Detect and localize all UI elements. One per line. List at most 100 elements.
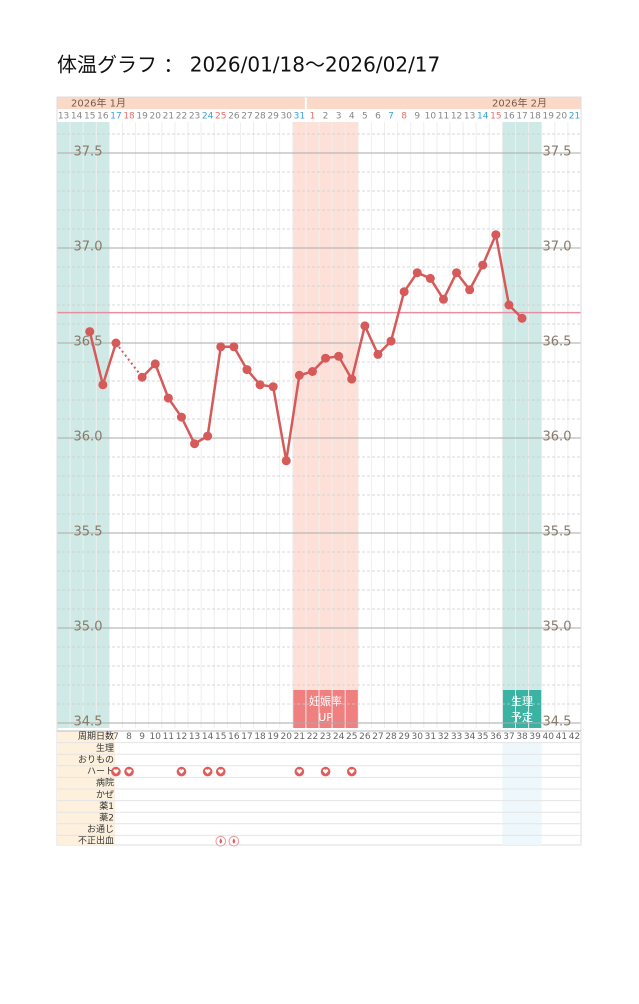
temperature-point — [216, 342, 226, 352]
day-label: 15 — [490, 112, 501, 122]
temperature-point — [425, 273, 435, 283]
row-label: 生理 — [96, 742, 114, 754]
cycle-day: 15 — [215, 732, 226, 742]
cycle-day: 30 — [412, 732, 424, 742]
row-label: 薬2 — [99, 812, 114, 824]
bleeding-icon — [228, 835, 240, 847]
y-tick-label: 34.5 — [74, 715, 103, 730]
cycle-day: 36 — [490, 732, 502, 742]
temperature-point — [294, 370, 304, 380]
cycle-day: 27 — [372, 732, 383, 742]
temperature-point — [98, 380, 108, 390]
cycle-day: 19 — [267, 732, 279, 742]
temperature-point — [360, 321, 370, 331]
cycle-day: 34 — [464, 732, 476, 742]
day-label: 21 — [569, 112, 580, 122]
cycle-day: 32 — [438, 732, 449, 742]
day-label: 24 — [202, 112, 214, 122]
day-label: 16 — [503, 112, 515, 122]
gap-connector — [115, 342, 143, 378]
y-tick-label-right: 34.5 — [543, 715, 572, 730]
cycle-day: 13 — [189, 732, 200, 742]
day-label: 28 — [254, 112, 266, 122]
day-label: 7 — [388, 112, 394, 122]
heart-shape — [126, 769, 132, 774]
day-label: 25 — [215, 112, 226, 122]
cycle-day: 35 — [477, 732, 488, 742]
temperature-point — [386, 336, 396, 346]
temperature-point — [334, 351, 344, 361]
day-label: 14 — [71, 112, 83, 122]
day-label: 23 — [189, 112, 200, 122]
y-tick-label: 36.0 — [74, 430, 103, 445]
temperature-point — [229, 342, 239, 352]
month-label: 2026年 1月 — [71, 97, 126, 110]
day-label: 21 — [163, 112, 174, 122]
y-tick-label: 35.0 — [74, 620, 103, 635]
row-label: 薬1 — [99, 800, 114, 812]
temperature-point — [412, 268, 422, 278]
day-label: 1 — [310, 112, 316, 122]
temperature-point — [176, 412, 186, 422]
cycle-day: 17 — [241, 732, 252, 742]
band — [292, 122, 359, 728]
day-label: 2 — [323, 112, 329, 122]
cycle-day: 11 — [163, 732, 174, 742]
cycle-day: 18 — [254, 732, 266, 742]
heart-shape — [296, 769, 302, 774]
temperature-point — [307, 367, 317, 376]
day-label: 19 — [136, 112, 148, 122]
band — [502, 122, 542, 728]
heart-shape — [218, 769, 224, 774]
cycle-day: 10 — [150, 732, 162, 742]
day-label: 5 — [362, 112, 368, 122]
chart-frame — [56, 96, 582, 846]
temperature-point — [137, 372, 147, 382]
temperature-point — [438, 294, 448, 304]
cycle-day: 26 — [359, 732, 371, 742]
heart-icon — [346, 766, 357, 777]
cycle-day: 40 — [543, 732, 555, 742]
temperature-point — [281, 456, 291, 466]
cycle-day: 42 — [569, 732, 580, 742]
month-label: 2026年 2月 — [492, 97, 547, 110]
temperature-point — [491, 230, 501, 240]
y-tick-label: 37.5 — [74, 145, 103, 160]
y-tick-label-right: 35.5 — [543, 525, 572, 540]
day-label: 19 — [543, 112, 555, 122]
cycle-day: 28 — [385, 732, 397, 742]
day-label: 8 — [401, 112, 407, 122]
heart-shape — [322, 769, 329, 774]
temperature-point — [504, 300, 514, 310]
heart-icon — [111, 766, 121, 777]
day-label: 30 — [281, 112, 293, 122]
cycle-label: 周期日数 — [78, 730, 114, 742]
day-label: 3 — [336, 112, 342, 122]
temperature-point — [203, 431, 213, 441]
day-label: 13 — [58, 112, 69, 122]
cycle-day: 24 — [333, 732, 345, 742]
day-label: 18 — [123, 112, 135, 122]
cycle-day: 9 — [139, 732, 145, 742]
temperature-point — [465, 285, 475, 295]
day-label: 15 — [84, 112, 95, 122]
day-label: 6 — [375, 112, 381, 122]
cycle-day: 22 — [307, 732, 318, 742]
band-label: 生理 — [511, 694, 533, 708]
temperature-point — [111, 338, 121, 348]
table-label-column — [57, 731, 115, 845]
cycle-day: 20 — [281, 732, 293, 742]
cycle-day: 29 — [398, 732, 410, 742]
heart-icon — [202, 766, 213, 777]
title: 体温グラフ ： 2026/01/18～2026/02/17 — [57, 53, 440, 77]
row-label: ハート — [87, 767, 114, 777]
band-label: 妊娠率 — [309, 694, 342, 708]
day-label: 27 — [241, 112, 252, 122]
day-label: 16 — [97, 112, 109, 122]
cycle-day: 16 — [228, 732, 240, 742]
temperature-point — [255, 380, 265, 390]
band-label: 予定 — [511, 710, 533, 724]
day-label: 11 — [438, 112, 449, 122]
day-label: 4 — [349, 112, 355, 122]
cycle-day: 33 — [451, 732, 462, 742]
